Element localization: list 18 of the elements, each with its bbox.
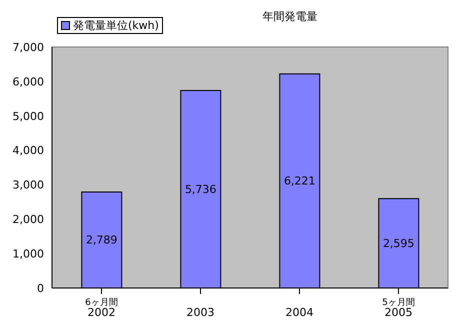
x-tick-label: 2004	[286, 306, 314, 319]
y-tick-label: 4,000	[12, 144, 44, 158]
y-tick-label: 3,000	[12, 178, 44, 192]
data-label: 2,595	[382, 236, 414, 250]
x-tick-label: 6ヶ月間 2002	[85, 297, 118, 319]
chart-title: 年間発電量	[262, 9, 318, 24]
y-tick-label: 7,000	[12, 40, 44, 54]
data-label: 2,789	[86, 233, 118, 246]
x-tick-label: 5ヶ月間 2005	[382, 297, 415, 319]
y-tick-label: 5,000	[12, 110, 44, 123]
y-tick-label: 0	[37, 282, 44, 295]
y-tick-label: 1,000	[12, 247, 44, 260]
y-tick-label: 2,000	[12, 213, 44, 226]
x-tick-label: 2003	[186, 306, 214, 319]
data-label: 6,221	[284, 174, 316, 188]
y-tick-label: 6,000	[12, 75, 44, 88]
data-label: 5,736	[184, 182, 216, 196]
legend-label: 発電量単位(kwh)	[72, 18, 159, 33]
